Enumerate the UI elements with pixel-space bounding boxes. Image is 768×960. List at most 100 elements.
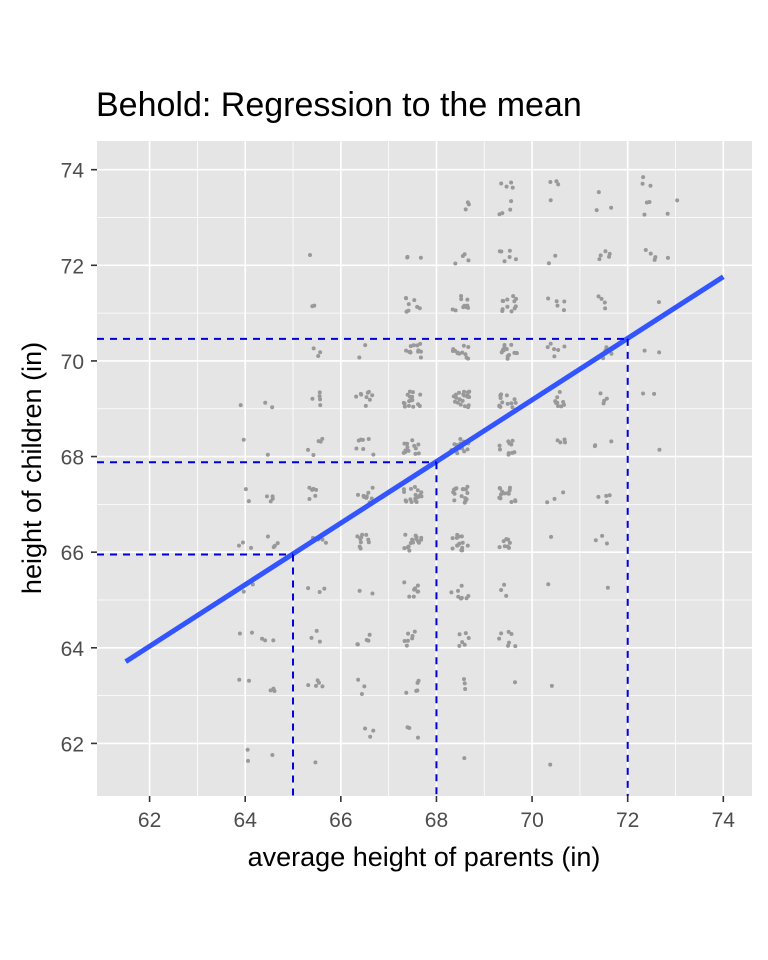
regression-line xyxy=(124,274,725,664)
data-point xyxy=(460,398,465,403)
data-point xyxy=(558,440,563,445)
data-point xyxy=(499,392,504,397)
data-point xyxy=(502,544,507,549)
data-point xyxy=(457,632,462,637)
data-point xyxy=(464,596,469,601)
y-tick-label: 62 xyxy=(61,733,84,756)
data-point xyxy=(369,496,374,501)
data-point xyxy=(452,498,457,503)
data-point xyxy=(406,448,411,453)
data-point xyxy=(368,734,373,739)
data-point xyxy=(411,594,416,599)
data-point xyxy=(401,450,406,455)
data-point xyxy=(607,493,612,498)
data-point xyxy=(317,390,322,395)
data-point xyxy=(354,446,359,451)
data-point xyxy=(275,541,280,546)
data-point xyxy=(546,296,551,301)
data-point xyxy=(318,403,323,408)
data-point xyxy=(306,683,311,688)
data-point xyxy=(596,294,601,299)
x-tick-label: 64 xyxy=(234,809,258,832)
data-point xyxy=(605,585,610,590)
data-point xyxy=(552,347,557,352)
data-point xyxy=(604,500,609,505)
data-point xyxy=(552,354,557,359)
data-point xyxy=(370,591,375,596)
data-point xyxy=(359,437,364,442)
data-point xyxy=(499,181,504,186)
data-point xyxy=(466,636,471,641)
data-point xyxy=(314,628,319,633)
data-point xyxy=(497,447,502,452)
data-point xyxy=(465,390,470,395)
data-point xyxy=(249,545,254,550)
chart-title: Behold: Regression to the mean xyxy=(96,86,582,124)
data-point xyxy=(402,401,407,406)
data-point xyxy=(462,681,467,686)
data-point xyxy=(358,391,363,396)
data-point xyxy=(249,630,254,635)
data-point xyxy=(562,299,567,304)
data-point xyxy=(449,590,454,595)
data-point xyxy=(411,540,416,545)
data-point xyxy=(402,404,407,409)
data-point xyxy=(510,405,515,410)
data-point xyxy=(461,343,466,348)
data-point xyxy=(306,447,311,452)
data-point xyxy=(310,304,315,309)
data-point xyxy=(412,629,417,634)
data-point xyxy=(408,497,413,502)
data-point xyxy=(415,688,420,693)
data-point xyxy=(453,392,458,397)
data-point xyxy=(311,453,316,458)
data-point xyxy=(452,399,457,404)
data-point xyxy=(600,533,605,538)
data-point xyxy=(459,494,464,499)
data-point xyxy=(607,254,612,259)
data-point xyxy=(316,439,321,444)
data-point xyxy=(508,207,513,212)
data-point xyxy=(505,297,510,302)
data-point xyxy=(403,532,408,537)
data-point xyxy=(504,184,509,189)
data-point xyxy=(506,451,511,456)
data-point xyxy=(657,447,662,452)
data-point xyxy=(640,181,645,186)
data-point xyxy=(462,756,467,761)
data-point xyxy=(643,247,648,252)
data-point xyxy=(512,299,517,304)
data-point xyxy=(507,540,512,545)
data-point xyxy=(408,344,413,349)
data-point xyxy=(405,445,410,450)
data-point xyxy=(416,539,421,544)
data-point xyxy=(512,397,517,402)
data-point xyxy=(459,534,464,539)
data-point xyxy=(557,390,562,395)
data-point xyxy=(545,500,550,505)
data-point xyxy=(562,437,567,442)
data-point xyxy=(465,447,470,452)
data-point xyxy=(410,394,415,399)
data-point xyxy=(504,393,509,398)
data-point xyxy=(504,593,509,598)
data-point xyxy=(313,493,318,498)
data-point xyxy=(509,401,514,406)
guide-lines xyxy=(97,337,629,796)
data-point xyxy=(240,540,245,545)
data-point xyxy=(555,438,560,443)
data-point xyxy=(499,588,504,593)
y-axis-title: height of children (in) xyxy=(17,342,47,594)
data-point xyxy=(406,403,411,408)
data-point xyxy=(500,211,505,216)
data-point xyxy=(604,541,609,546)
data-point xyxy=(405,638,410,643)
data-point xyxy=(509,631,514,636)
x-tick-label: 66 xyxy=(329,809,352,832)
data-point xyxy=(454,486,459,491)
data-point xyxy=(464,355,469,360)
data-point xyxy=(500,400,505,405)
data-point xyxy=(418,392,423,397)
data-point xyxy=(272,689,277,694)
data-point xyxy=(361,446,366,451)
